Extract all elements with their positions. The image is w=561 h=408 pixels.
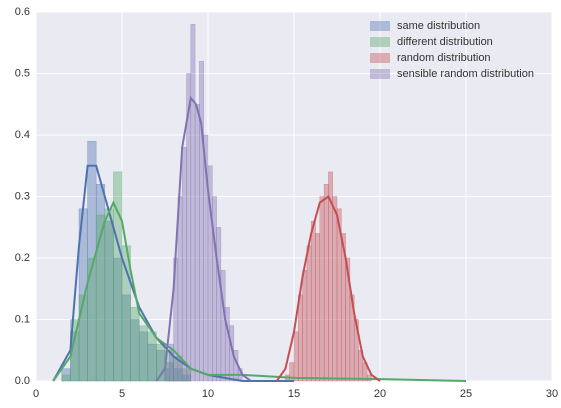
- y-tick-label: 0.5: [15, 67, 30, 79]
- histogram-bar: [298, 294, 303, 382]
- histogram-bar: [199, 60, 204, 382]
- histogram-bar: [194, 104, 200, 382]
- y-tick-label: 0.2: [15, 252, 30, 264]
- kde-line: [52, 200, 467, 382]
- histogram-bar: [293, 331, 299, 382]
- y-tick-label: 0.1: [15, 313, 30, 325]
- histogram-bar: [177, 196, 183, 382]
- legend-swatch: [370, 53, 390, 63]
- histogram-bar: [332, 196, 338, 382]
- histogram-bar: [190, 24, 196, 382]
- x-tick-label: 0: [33, 388, 39, 400]
- histogram-bar: [61, 374, 71, 382]
- legend-label: sensible random distribution: [397, 68, 534, 80]
- kde-line: [275, 194, 381, 382]
- histogram-bar: [306, 245, 312, 382]
- histogram-bar: [147, 331, 157, 382]
- y-tick-label: 0.0: [15, 375, 30, 387]
- histogram-bar: [138, 325, 149, 382]
- y-tick-label: 0.3: [15, 190, 30, 202]
- histogram-bar: [315, 233, 321, 382]
- histogram-bar: [104, 208, 114, 382]
- x-tick-label: 15: [288, 388, 300, 400]
- histogram-bar: [181, 147, 187, 382]
- kde-line: [155, 95, 252, 382]
- histogram-bar: [366, 374, 372, 382]
- legend-swatch: [370, 37, 390, 47]
- x-tick-label: 30: [546, 388, 558, 400]
- x-tick-label: 25: [460, 388, 472, 400]
- legend-swatch: [370, 69, 390, 79]
- histogram-bar: [130, 306, 140, 382]
- histogram-bar: [164, 368, 170, 382]
- x-tick-label: 20: [374, 388, 386, 400]
- legend-label: random distribution: [397, 52, 491, 64]
- y-tick-label: 0.6: [15, 6, 30, 18]
- legend-swatch: [370, 21, 390, 31]
- histogram-bar: [319, 196, 325, 382]
- x-tick-label: 5: [119, 388, 125, 400]
- histogram-bar: [310, 220, 316, 382]
- histogram-bar: [78, 294, 88, 382]
- legend-label: different distribution: [397, 36, 493, 48]
- legend-label: same distribution: [397, 20, 480, 32]
- y-tick-label: 0.4: [15, 129, 30, 141]
- histogram-bar: [323, 183, 329, 382]
- histogram-bar: [302, 270, 308, 382]
- x-tick-label: 10: [202, 388, 214, 400]
- histogram-bar: [216, 227, 222, 382]
